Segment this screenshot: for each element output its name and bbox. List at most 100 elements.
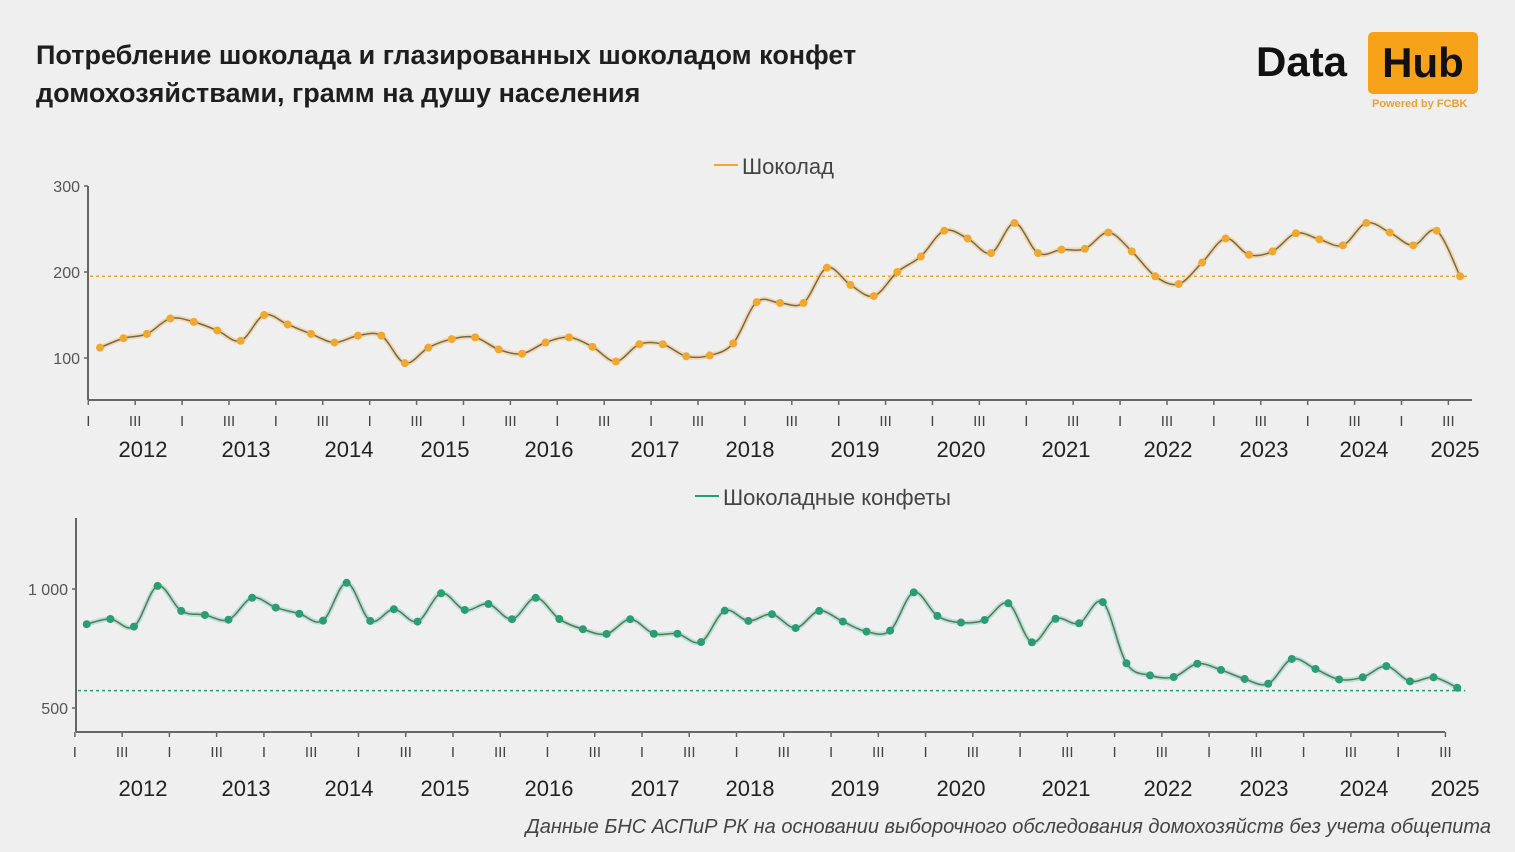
data-point [1151, 272, 1160, 281]
quarter-tick-label: I [451, 744, 455, 761]
logo-word-data: Data [1256, 38, 1348, 85]
data-point [815, 606, 824, 615]
quarter-tick-label: I [73, 744, 77, 761]
data-point [213, 326, 222, 335]
data-point [200, 610, 209, 619]
data-point [82, 620, 91, 629]
year-label: 2018 [726, 437, 775, 462]
quarter-tick-label: III [1348, 413, 1361, 430]
quarter-tick-label: I [1306, 413, 1310, 430]
quarter-tick-label: III [967, 744, 980, 761]
data-point [957, 618, 966, 627]
data-point [319, 616, 327, 625]
data-point [673, 629, 682, 638]
quarter-tick-label: I [1024, 413, 1028, 430]
data-point [565, 333, 573, 342]
legend-label: Шоколадные конфеты [723, 485, 951, 510]
year-label: 2019 [831, 776, 880, 801]
data-point [460, 605, 469, 614]
data-point [649, 629, 658, 638]
year-label: 2014 [325, 437, 374, 462]
quarter-tick-label: III [598, 413, 611, 430]
data-point [767, 610, 776, 619]
quarter-tick-label: I [274, 413, 278, 430]
y-tick-label: 200 [53, 265, 80, 282]
data-point [447, 335, 456, 344]
quarter-tick-label: III [1250, 744, 1263, 761]
data-point [1057, 245, 1066, 254]
data-point [1098, 598, 1107, 607]
year-label: 2022 [1144, 776, 1193, 801]
data-point [295, 609, 304, 618]
data-point [705, 351, 714, 360]
quarter-tick-label: III [399, 744, 412, 761]
data-point [963, 234, 972, 243]
quarter-tick-label: III [1255, 413, 1268, 430]
year-label: 2025 [1431, 776, 1480, 801]
quarter-tick-label: III [1345, 744, 1358, 761]
data-point [909, 588, 918, 597]
quarter-tick-label: III [778, 744, 791, 761]
data-point [729, 339, 738, 348]
data-point [799, 298, 808, 307]
quarter-tick-label: III [210, 744, 223, 761]
year-label: 2018 [726, 776, 775, 801]
data-point [153, 581, 162, 590]
data-point [1193, 659, 1202, 668]
data-point [1456, 272, 1465, 281]
data-point [96, 343, 104, 352]
quarter-tick-label: I [555, 413, 559, 430]
data-point [1291, 229, 1300, 238]
series-line [86, 582, 1458, 689]
quarter-tick-label: I [1207, 744, 1211, 761]
data-point [1169, 673, 1178, 682]
data-point [541, 338, 550, 347]
quarter-tick-label: I [734, 744, 738, 761]
data-point [1080, 244, 1089, 253]
quarter-tick-label: I [923, 744, 927, 761]
data-point [886, 626, 895, 635]
data-point [893, 268, 902, 276]
quarter-tick-label: I [930, 413, 934, 430]
quarter-tick-label: III [1156, 744, 1169, 761]
quarter-tick-label: III [588, 744, 601, 761]
data-point [869, 292, 878, 301]
year-label: 2015 [421, 776, 470, 801]
data-point [494, 345, 503, 354]
data-point [330, 338, 339, 347]
quarter-tick-label: III [1061, 744, 1074, 761]
data-point [1027, 638, 1036, 647]
year-label: 2020 [937, 776, 986, 801]
quarter-tick-label: I [1118, 413, 1122, 430]
data-point [635, 340, 644, 349]
data-point [342, 578, 351, 587]
data-point [791, 624, 800, 633]
y-tick-label: 300 [53, 179, 80, 196]
quarter-tick-label: I [829, 744, 833, 761]
data-point [283, 320, 292, 329]
quarter-tick-label: I [1396, 744, 1400, 761]
year-label: 2023 [1240, 437, 1289, 462]
data-point [471, 333, 480, 342]
data-point [1122, 659, 1131, 668]
data-point [940, 226, 949, 235]
data-point [177, 606, 186, 615]
data-point [1311, 664, 1320, 673]
data-point [682, 352, 691, 361]
data-point [1264, 679, 1273, 688]
data-point [1010, 218, 1019, 227]
quarter-tick-label: I [1113, 744, 1117, 761]
data-point [437, 589, 446, 598]
data-point [611, 357, 620, 366]
quarter-tick-label: I [368, 413, 372, 430]
year-label: 2022 [1144, 437, 1193, 462]
data-point [1385, 228, 1394, 237]
data-point [1221, 234, 1230, 243]
year-label: 2013 [222, 437, 271, 462]
data-point [260, 311, 269, 319]
data-point [1004, 599, 1013, 608]
year-label: 2013 [222, 776, 271, 801]
year-label: 2015 [421, 437, 470, 462]
data-point [555, 614, 564, 623]
